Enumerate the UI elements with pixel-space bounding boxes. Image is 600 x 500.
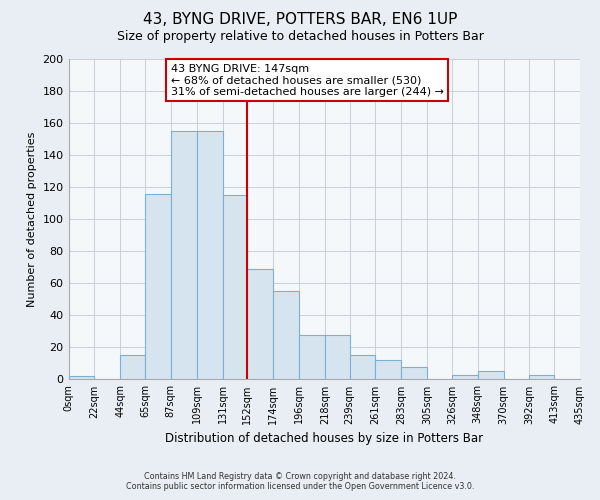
Bar: [145, 194, 171, 380]
Bar: [478, 372, 503, 380]
Bar: [120, 356, 145, 380]
Bar: [197, 131, 223, 380]
Bar: [273, 292, 299, 380]
Bar: [325, 334, 350, 380]
Bar: [376, 360, 401, 380]
Text: Size of property relative to detached houses in Potters Bar: Size of property relative to detached ho…: [116, 30, 484, 43]
Bar: [68, 376, 94, 380]
Bar: [401, 366, 427, 380]
Y-axis label: Number of detached properties: Number of detached properties: [27, 132, 37, 307]
Bar: [171, 131, 197, 380]
Text: Contains HM Land Registry data © Crown copyright and database right 2024.
Contai: Contains HM Land Registry data © Crown c…: [126, 472, 474, 491]
Text: 43, BYNG DRIVE, POTTERS BAR, EN6 1UP: 43, BYNG DRIVE, POTTERS BAR, EN6 1UP: [143, 12, 457, 28]
Bar: [350, 356, 376, 380]
Text: 43 BYNG DRIVE: 147sqm
← 68% of detached houses are smaller (530)
31% of semi-det: 43 BYNG DRIVE: 147sqm ← 68% of detached …: [171, 64, 444, 97]
Bar: [452, 374, 478, 380]
Bar: [247, 269, 273, 380]
Bar: [299, 334, 325, 380]
Bar: [223, 195, 247, 380]
X-axis label: Distribution of detached houses by size in Potters Bar: Distribution of detached houses by size …: [165, 432, 484, 445]
Bar: [529, 374, 554, 380]
